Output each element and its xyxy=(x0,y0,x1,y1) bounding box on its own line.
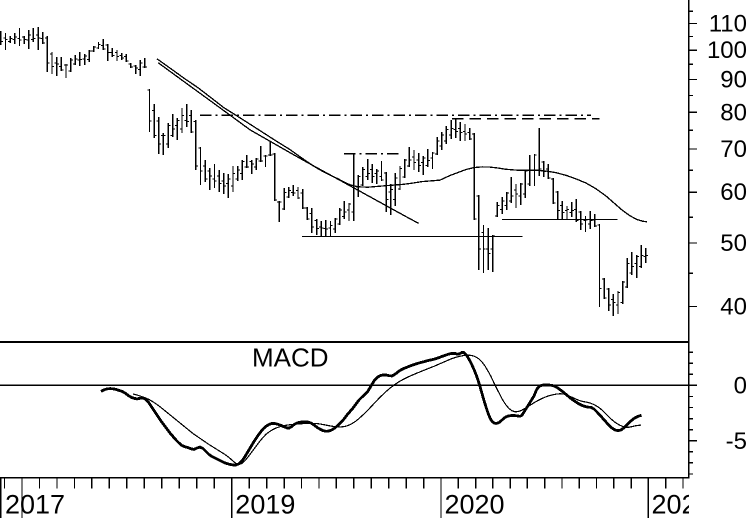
svg-text:40: 40 xyxy=(720,294,747,321)
svg-text:110: 110 xyxy=(709,11,747,38)
svg-text:2021: 2021 xyxy=(652,490,712,519)
svg-text:2017: 2017 xyxy=(5,490,65,519)
svg-text:-5: -5 xyxy=(726,428,747,455)
svg-text:80: 80 xyxy=(720,99,747,126)
svg-text:90: 90 xyxy=(720,67,747,94)
svg-text:MACD: MACD xyxy=(252,343,329,373)
svg-text:60: 60 xyxy=(720,179,747,206)
svg-text:50: 50 xyxy=(720,230,747,257)
svg-text:2020: 2020 xyxy=(445,490,505,519)
svg-text:2019: 2019 xyxy=(235,490,295,519)
svg-text:70: 70 xyxy=(720,136,747,163)
svg-text:0: 0 xyxy=(734,372,747,399)
svg-text:100: 100 xyxy=(707,37,747,64)
